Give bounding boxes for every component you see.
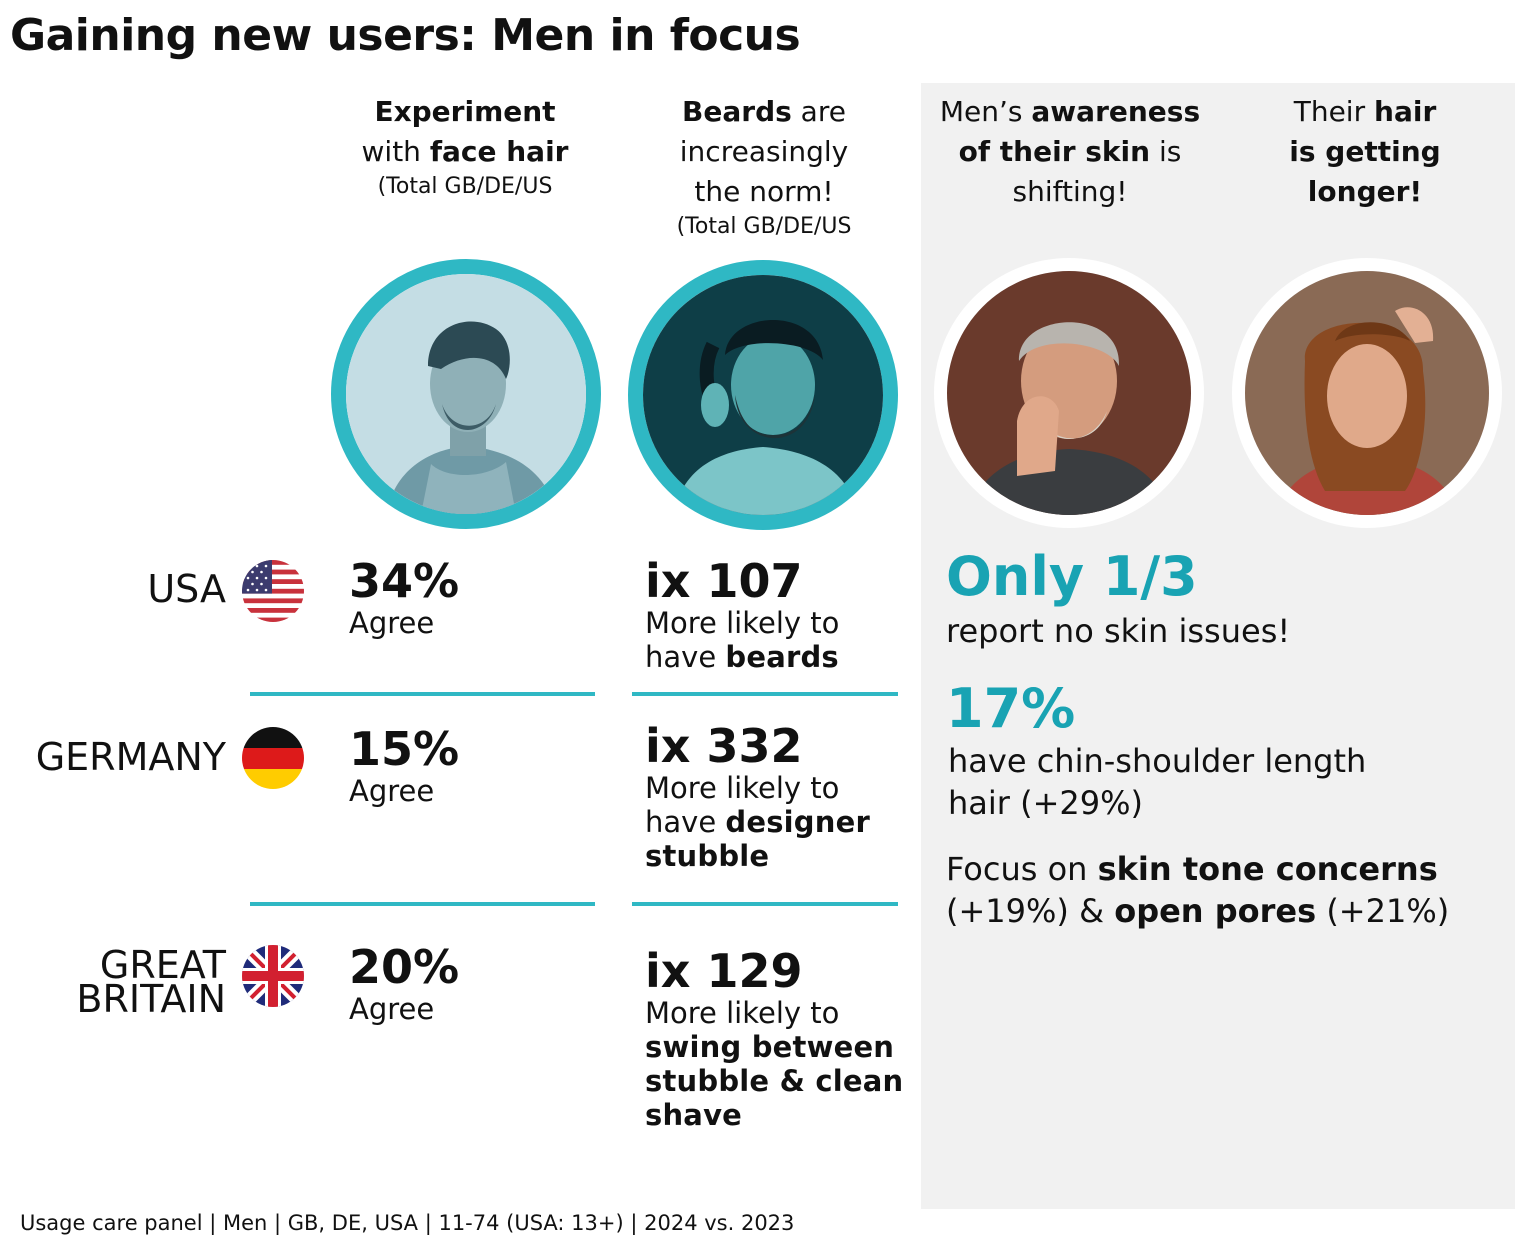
focus-line2-b: (+21%) (1316, 892, 1450, 930)
gb-beards-block: ix 129 More likely to swing between stub… (645, 946, 903, 1132)
usa-agree-value: 34% (349, 554, 460, 608)
germany-face-hair-block: 15% Agree (349, 724, 459, 808)
header-hair-line1-bold: hair (1374, 95, 1437, 128)
stat-only-one-third: Only 1/3 (946, 545, 1198, 608)
germany-index-value: ix 332 (645, 719, 803, 773)
divider (250, 902, 595, 906)
long-haired-man-portrait-icon (1245, 271, 1489, 515)
gb-agree-label: Agree (349, 992, 435, 1026)
header-hair-line2-bold: is getting (1289, 135, 1441, 168)
country-label-gb-line1: GREAT (99, 943, 226, 987)
header-hair: Their hair is getting longer! (1235, 92, 1495, 212)
header-beards: Beards are increasingly the norm! (Total… (625, 92, 903, 242)
header-hair-line1-pre: Their (1293, 95, 1375, 128)
us-flag-icon (242, 560, 304, 622)
germany-flag-icon (242, 727, 304, 789)
header-skin-line2-post: is (1150, 135, 1182, 168)
focus-text: Focus on skin tone concerns (+19%) & ope… (946, 848, 1506, 932)
focus-line2-a: (+19%) & (946, 892, 1115, 930)
focus-pre: Focus on (946, 850, 1098, 888)
header-face-hair: Experiment with face hair (Total GB/DE/U… (330, 92, 600, 202)
photo-hair (1232, 258, 1502, 528)
gb-likely-text: More likely to (645, 996, 840, 1030)
header-face-hair-line1: Experiment (374, 95, 556, 128)
header-beards-line2: increasingly (679, 135, 849, 168)
usa-agree-label: Agree (349, 606, 435, 640)
bearded-man-headphones-portrait-icon (643, 275, 883, 515)
usa-index-value: ix 107 (645, 554, 803, 608)
uk-flag-icon (242, 945, 304, 1007)
country-label-great-britain: GREAT BRITAIN (40, 943, 226, 1021)
germany-have-bold2: stubble (645, 839, 770, 873)
photo-face-hair (331, 259, 601, 529)
older-man-skincare-portrait-icon (947, 271, 1191, 515)
germany-likely-text: More likely to (645, 771, 840, 805)
country-label-usa: USA (147, 567, 226, 611)
gb-index-value: ix 129 (645, 944, 803, 998)
germany-have-bold: designer (725, 805, 870, 839)
gb-bold3: shave (645, 1098, 743, 1132)
gb-face-hair-block: 20% Agree (349, 942, 459, 1026)
photo-beards (628, 260, 898, 530)
header-beards-line1-post: are (791, 95, 846, 128)
country-label-gb-line2: BRITAIN (76, 977, 226, 1021)
gb-bold2: stubble & clean (645, 1064, 904, 1098)
usa-have-bold: beards (725, 640, 839, 674)
germany-have-pre: have (645, 805, 726, 839)
usa-beards-block: ix 107 More likely to have beards (645, 556, 839, 674)
header-skin-line1-bold: awareness (1031, 95, 1201, 128)
stat-seventeen-text-line2: hair (+29%) (948, 784, 1144, 822)
header-skin-line3: shifting! (1012, 175, 1128, 208)
header-skin: Men’s awareness of their skin is shiftin… (925, 92, 1215, 212)
germany-agree-value: 15% (349, 722, 460, 776)
stat-seventeen-text: have chin-shoulder length hair (+29%) (948, 740, 1366, 824)
stat-only-one-third-text: report no skin issues! (946, 612, 1291, 650)
header-hair-line3-bold: longer! (1307, 175, 1423, 208)
page-title: Gaining new users: Men in focus (10, 10, 801, 61)
usa-have-pre: have (645, 640, 726, 674)
divider (632, 902, 898, 906)
header-beards-line3: the norm! (694, 175, 834, 208)
stat-seventeen-percent: 17% (946, 677, 1076, 740)
photo-skin (934, 258, 1204, 528)
germany-beards-block: ix 332 More likely to have designer stub… (645, 721, 870, 873)
usa-face-hair-block: 34% Agree (349, 556, 459, 640)
header-face-hair-line2-bold: face hair (429, 135, 569, 168)
gb-bold1: swing between (645, 1030, 895, 1064)
usa-likely-text: More likely to (645, 606, 840, 640)
header-beards-sub: (Total GB/DE/US (676, 214, 852, 239)
man-scarf-portrait-icon (346, 274, 586, 514)
header-beards-line1-bold: Beards (682, 95, 792, 128)
header-face-hair-sub: (Total GB/DE/US (377, 174, 553, 199)
header-skin-line2-bold: of their skin (958, 135, 1151, 168)
country-label-germany: GERMANY (35, 735, 226, 779)
footer-source: Usage care panel | Men | GB, DE, USA | 1… (20, 1211, 795, 1235)
divider (250, 692, 595, 696)
focus-line2-bold: open pores (1114, 892, 1317, 930)
stat-seventeen-text-line1: have chin-shoulder length (948, 742, 1367, 780)
focus-bold: skin tone concerns (1097, 850, 1438, 888)
gb-agree-value: 20% (349, 940, 460, 994)
header-skin-line1-pre: Men’s (939, 95, 1032, 128)
divider (632, 692, 898, 696)
germany-agree-label: Agree (349, 774, 435, 808)
header-face-hair-line2-pre: with (361, 135, 430, 168)
